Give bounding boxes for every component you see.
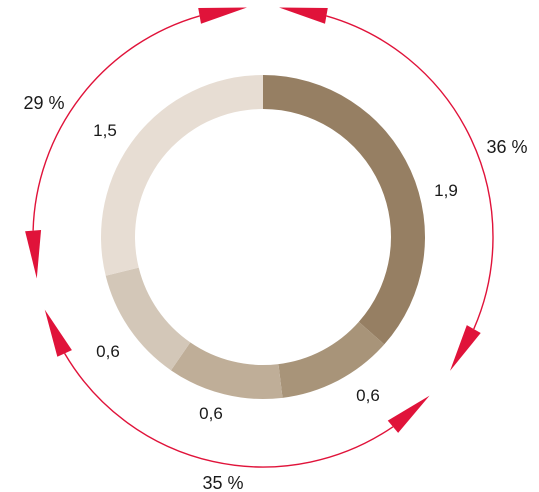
group-arc-2 — [64, 353, 394, 468]
group-label-2: 35 % — [202, 473, 243, 492]
group-arrows — [25, 7, 494, 468]
group-arc-3 — [32, 15, 200, 231]
donut-slice-2 — [278, 321, 385, 398]
slice-label-4: 0,6 — [96, 342, 120, 361]
donut-slice-4 — [105, 267, 191, 371]
arrowhead-start-2 — [387, 395, 430, 433]
arrowhead-start-3 — [25, 229, 42, 279]
arrowhead-end-2 — [44, 309, 72, 357]
slice-label-3: 0,6 — [199, 404, 223, 423]
group-arc-1 — [326, 15, 494, 330]
donut-slices — [101, 75, 426, 400]
slice-label-5: 1,5 — [93, 121, 117, 140]
donut-slice-1 — [263, 75, 426, 345]
arrowhead-end-3 — [198, 7, 247, 24]
arrowhead-start-1 — [279, 7, 328, 24]
slice-label-1: 1,9 — [434, 181, 458, 200]
arrowhead-end-1 — [450, 325, 481, 371]
donut-slice-3 — [170, 342, 283, 400]
donut-slice-5 — [101, 75, 263, 276]
slice-label-2: 0,6 — [356, 386, 380, 405]
group-label-1: 36 % — [486, 137, 527, 157]
group-label-3: 29 % — [23, 93, 64, 113]
